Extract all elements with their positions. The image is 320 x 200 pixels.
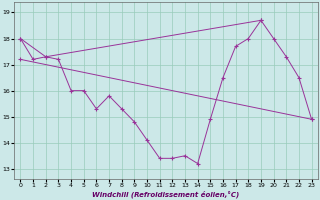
X-axis label: Windchill (Refroidissement éolien,°C): Windchill (Refroidissement éolien,°C) <box>92 190 240 198</box>
